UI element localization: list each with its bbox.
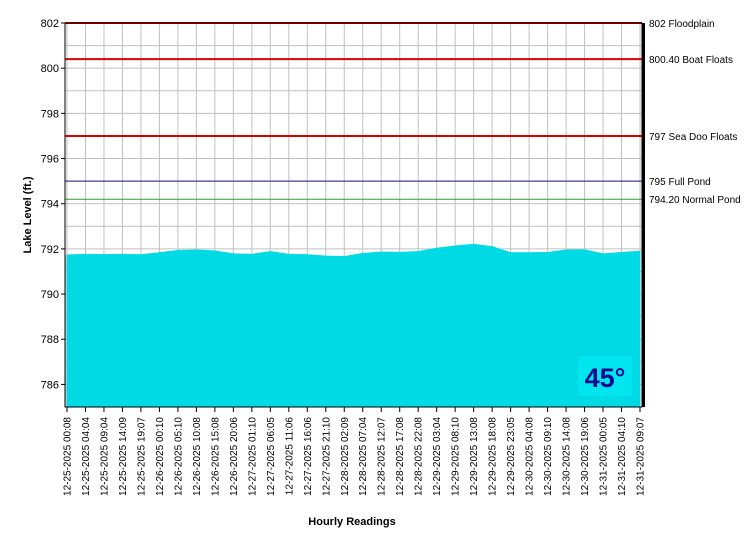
reference-line-label: 797 Sea Doo Floats [649, 132, 737, 143]
x-tick-label: 12-26-2025 20:06 [229, 417, 240, 496]
x-tick-label: 12-27-2025 11:06 [284, 417, 295, 496]
x-tick-label: 12-28-2025 02:09 [340, 417, 351, 496]
x-tick-label: 12-28-2025 07:04 [358, 417, 369, 496]
x-tick-label: 12-28-2025 17:08 [395, 417, 406, 496]
temperature-badge-background [578, 356, 632, 396]
reference-line-label: 795 Full Pond [649, 177, 711, 188]
y-axis: 786 788 790 792 794 796 798 800 802 [41, 18, 65, 391]
y-tick-label: 800 [41, 63, 59, 75]
reference-line-label: 800.40 Boat Floats [649, 55, 733, 66]
x-tick-label: 12-31-2025 09:07 [636, 417, 647, 496]
x-tick-label: 12-29-2025 03:04 [432, 417, 443, 496]
x-tick-label: 12-27-2025 06:05 [266, 417, 277, 496]
y-tick-label: 794 [41, 199, 59, 211]
x-tick-label: 12-31-2025 00:05 [599, 417, 610, 496]
y-tick-label: 788 [41, 334, 59, 346]
x-tick-label: 12-26-2025 15:08 [210, 417, 221, 496]
area-series [65, 243, 641, 407]
temperature-badge: 45° [578, 356, 632, 396]
x-tick-label: 12-29-2025 13:08 [469, 417, 480, 496]
x-tick-label: 12-25-2025 19:07 [136, 417, 147, 496]
reference-line-label: 802 Floodplain [649, 19, 715, 30]
x-axis-title: Hourly Readings [308, 516, 395, 528]
x-tick-label: 12-25-2025 14:09 [118, 417, 129, 496]
x-tick-label: 12-26-2025 10:08 [192, 417, 203, 496]
temperature-value: 45° [585, 363, 626, 393]
x-tick-label: 12-29-2025 23:05 [506, 417, 517, 496]
y-tick-label: 790 [41, 289, 59, 301]
x-tick-label: 12-26-2025 00:10 [155, 417, 166, 496]
x-tick-label: 12-31-2025 04:10 [617, 417, 628, 496]
x-tick-label: 12-28-2025 22:08 [414, 417, 425, 496]
x-tick-label: 12-27-2025 01:10 [247, 417, 258, 496]
x-tick-label: 12-29-2025 18:08 [488, 417, 499, 496]
y-tick-label: 786 [41, 379, 59, 391]
x-tick-label: 12-25-2025 04:04 [81, 417, 92, 496]
x-tick-label: 12-30-2025 14:08 [562, 417, 573, 496]
reference-line-label: 794.20 Normal Pond [649, 195, 741, 206]
x-tick-label: 12-30-2025 04:08 [525, 417, 536, 496]
y-axis-title: Lake Level (ft.) [22, 176, 34, 253]
x-tick-label: 12-29-2025 08:10 [451, 417, 462, 496]
x-tick-label: 12-30-2025 19:06 [580, 417, 591, 496]
y-tick-label: 802 [41, 18, 59, 30]
x-axis: 12-25-2025 00:08 12-25-2025 04:04 12-25-20… [63, 407, 647, 496]
x-tick-label: 12-25-2025 00:08 [63, 417, 74, 496]
y-tick-label: 792 [41, 244, 59, 256]
y-tick-label: 796 [41, 154, 59, 166]
x-tick-label: 12-27-2025 16:06 [303, 417, 314, 496]
x-tick-label: 12-30-2025 09:10 [543, 417, 554, 496]
y-tick-label: 798 [41, 108, 59, 120]
x-tick-label: 12-25-2025 09:04 [99, 417, 110, 496]
right-axis-line [642, 23, 645, 407]
x-tick-label: 12-27-2025 21:10 [321, 417, 332, 496]
reference-lines: 802 Floodplain 800.40 Boat Floats 797 Sea … [65, 19, 741, 206]
x-tick-label: 12-28-2025 12:07 [377, 417, 388, 496]
x-tick-label: 12-26-2025 05:10 [173, 417, 184, 496]
